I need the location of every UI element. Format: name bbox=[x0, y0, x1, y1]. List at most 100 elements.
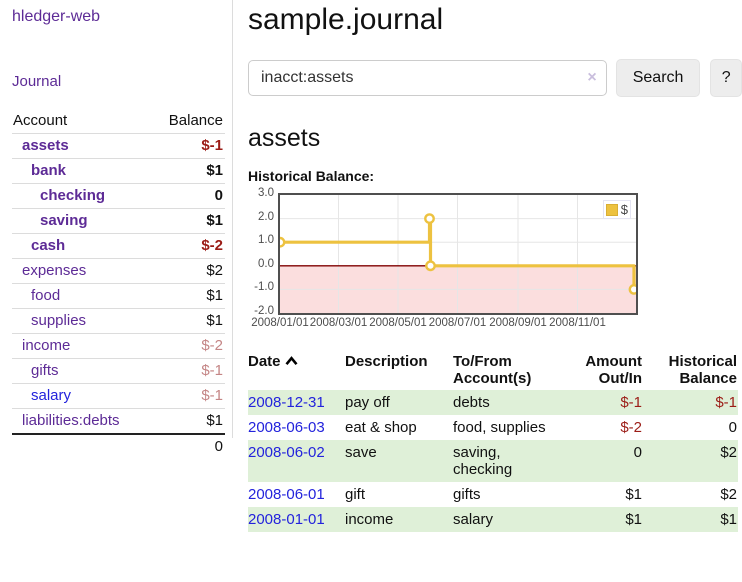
transaction-accounts: gifts bbox=[453, 486, 481, 503]
account-link-food[interactable]: food bbox=[31, 287, 61, 304]
account-link-gifts[interactable]: gifts bbox=[31, 362, 59, 379]
transaction-description: gift bbox=[345, 486, 366, 503]
account-link-salary[interactable]: salary bbox=[31, 387, 72, 404]
transaction-description: income bbox=[345, 511, 394, 528]
transaction-balance: $2 bbox=[720, 486, 737, 503]
x-tick: 2008/03/01 bbox=[309, 317, 368, 329]
account-balance: $-1 bbox=[201, 362, 223, 379]
account-row-cash: cash $-2 bbox=[12, 233, 225, 259]
y-tick: 0.0 bbox=[258, 257, 274, 270]
transaction-date-link[interactable]: 2008-06-03 bbox=[248, 419, 325, 436]
account-balance: 0 bbox=[214, 187, 223, 204]
transaction-description: eat & shop bbox=[345, 419, 417, 436]
account-balance: $1 bbox=[206, 412, 223, 429]
x-tick: 2008/09/01 bbox=[489, 317, 547, 329]
legend-label: $ bbox=[620, 202, 628, 217]
x-axis: 2008/01/01 2008/03/01 2008/05/01 2008/07… bbox=[251, 317, 640, 331]
y-tick: -1.0 bbox=[254, 281, 274, 294]
transaction-date-link[interactable]: 2008-12-31 bbox=[248, 394, 325, 411]
y-tick: 1.0 bbox=[258, 234, 274, 247]
chart-canvas bbox=[274, 195, 640, 313]
transaction-date-link[interactable]: 2008-06-01 bbox=[248, 486, 325, 503]
clear-search-icon[interactable]: × bbox=[587, 69, 597, 86]
register-table: Date Description To/From Account(s) Amou… bbox=[248, 350, 738, 532]
sidebar-item-journal[interactable]: Journal bbox=[12, 73, 62, 90]
transaction-amount: $-1 bbox=[620, 394, 642, 411]
transaction-description: pay off bbox=[345, 394, 390, 411]
transaction-accounts: salary bbox=[453, 511, 494, 528]
accounts-total-value: 0 bbox=[214, 438, 223, 455]
register-row: 2008-06-02 save saving, checking 0 $2 bbox=[248, 440, 738, 482]
account-link-bank[interactable]: bank bbox=[31, 162, 67, 179]
sort-ascending-icon bbox=[285, 353, 298, 370]
transaction-accounts: saving, checking bbox=[453, 444, 513, 478]
account-balance: $1 bbox=[206, 212, 223, 229]
transaction-balance: 0 bbox=[728, 419, 737, 436]
account-link-saving[interactable]: saving bbox=[40, 212, 88, 229]
sidebar: hledger-web Journal Account Balance asse… bbox=[0, 0, 233, 455]
search-button[interactable]: Search bbox=[615, 59, 701, 97]
transaction-date-link[interactable]: 2008-01-01 bbox=[248, 511, 325, 528]
x-tick: 2008/07/01 bbox=[428, 317, 487, 329]
account-balance: $-2 bbox=[201, 237, 223, 254]
accounts-table: Account Balance assets $-1 bank $1 check… bbox=[12, 109, 225, 459]
account-row-saving: saving $1 bbox=[12, 208, 225, 234]
chart-legend: $ bbox=[602, 200, 631, 219]
account-row-liabilities-debts: liabilities:debts $1 bbox=[12, 408, 225, 435]
x-tick: 2008/01/01 bbox=[251, 317, 309, 329]
register-header-accounts: To/From Account(s) bbox=[453, 353, 532, 387]
register-header-amount: Amount Out/In bbox=[585, 353, 642, 387]
y-tick: 2.0 bbox=[258, 210, 274, 223]
balance-chart: 3.0 2.0 1.0 0.0 -1.0 -2.0 bbox=[248, 187, 742, 333]
account-link-income[interactable]: income bbox=[22, 337, 71, 354]
accounts-header-balance: Balance bbox=[168, 112, 223, 129]
y-tick: 3.0 bbox=[258, 187, 274, 199]
search-form: × Search ? bbox=[248, 59, 742, 97]
transaction-date-link[interactable]: 2008-06-02 bbox=[248, 444, 325, 461]
account-row-supplies: supplies $1 bbox=[12, 308, 225, 334]
account-row-salary: salary $-1 bbox=[12, 383, 225, 409]
account-balance: $-1 bbox=[201, 387, 223, 404]
account-row-bank: bank $1 bbox=[12, 158, 225, 184]
account-row-assets: assets $-1 bbox=[12, 133, 225, 159]
account-row-food: food $1 bbox=[12, 283, 225, 309]
account-balance: $1 bbox=[206, 312, 223, 329]
register-header-balance: Historical Balance bbox=[668, 353, 737, 387]
account-balance: $1 bbox=[206, 287, 223, 304]
account-link-liabilities-debts[interactable]: liabilities:debts bbox=[22, 412, 120, 429]
account-row-expenses: expenses $2 bbox=[12, 258, 225, 284]
transaction-amount: 0 bbox=[633, 444, 642, 461]
x-tick: 2008/05/01 bbox=[369, 317, 427, 329]
register-row: 2008-12-31 pay off debts $-1 $-1 bbox=[248, 390, 738, 415]
account-balance: $1 bbox=[206, 162, 223, 179]
transaction-balance: $1 bbox=[720, 511, 737, 528]
transaction-amount: $1 bbox=[625, 511, 642, 528]
brand-link[interactable]: hledger-web bbox=[12, 8, 101, 25]
chart-plot-area: $ bbox=[274, 193, 640, 315]
account-link-cash[interactable]: cash bbox=[31, 237, 66, 254]
legend-swatch bbox=[605, 203, 618, 216]
main-content: sample.journal × Search ? assets Histori… bbox=[248, 0, 742, 532]
account-balance: $-2 bbox=[201, 337, 223, 354]
transaction-accounts: debts bbox=[453, 394, 490, 411]
account-link-assets[interactable]: assets bbox=[22, 137, 69, 154]
register-header-date[interactable]: Date bbox=[248, 350, 345, 390]
account-row-gifts: gifts $-1 bbox=[12, 358, 225, 384]
chart-label: Historical Balance: bbox=[248, 168, 375, 184]
transaction-amount: $1 bbox=[625, 486, 642, 503]
account-link-expenses[interactable]: expenses bbox=[22, 262, 87, 279]
x-tick: 2008/11/01 bbox=[549, 317, 606, 329]
help-button[interactable]: ? bbox=[710, 59, 742, 97]
account-balance: $2 bbox=[206, 262, 223, 279]
account-balance: $-1 bbox=[201, 137, 223, 154]
search-input[interactable] bbox=[248, 60, 607, 96]
transaction-accounts: food, supplies bbox=[453, 419, 546, 436]
account-link-checking[interactable]: checking bbox=[40, 187, 106, 204]
accounts-header-account: Account bbox=[13, 112, 68, 129]
account-row-checking: checking 0 bbox=[12, 183, 225, 209]
transaction-balance: $2 bbox=[720, 444, 737, 461]
transaction-amount: $-2 bbox=[620, 419, 642, 436]
y-tick: -2.0 bbox=[254, 305, 274, 317]
register-row: 2008-06-03 eat & shop food, supplies $-2… bbox=[248, 415, 738, 440]
account-link-supplies[interactable]: supplies bbox=[31, 312, 87, 329]
